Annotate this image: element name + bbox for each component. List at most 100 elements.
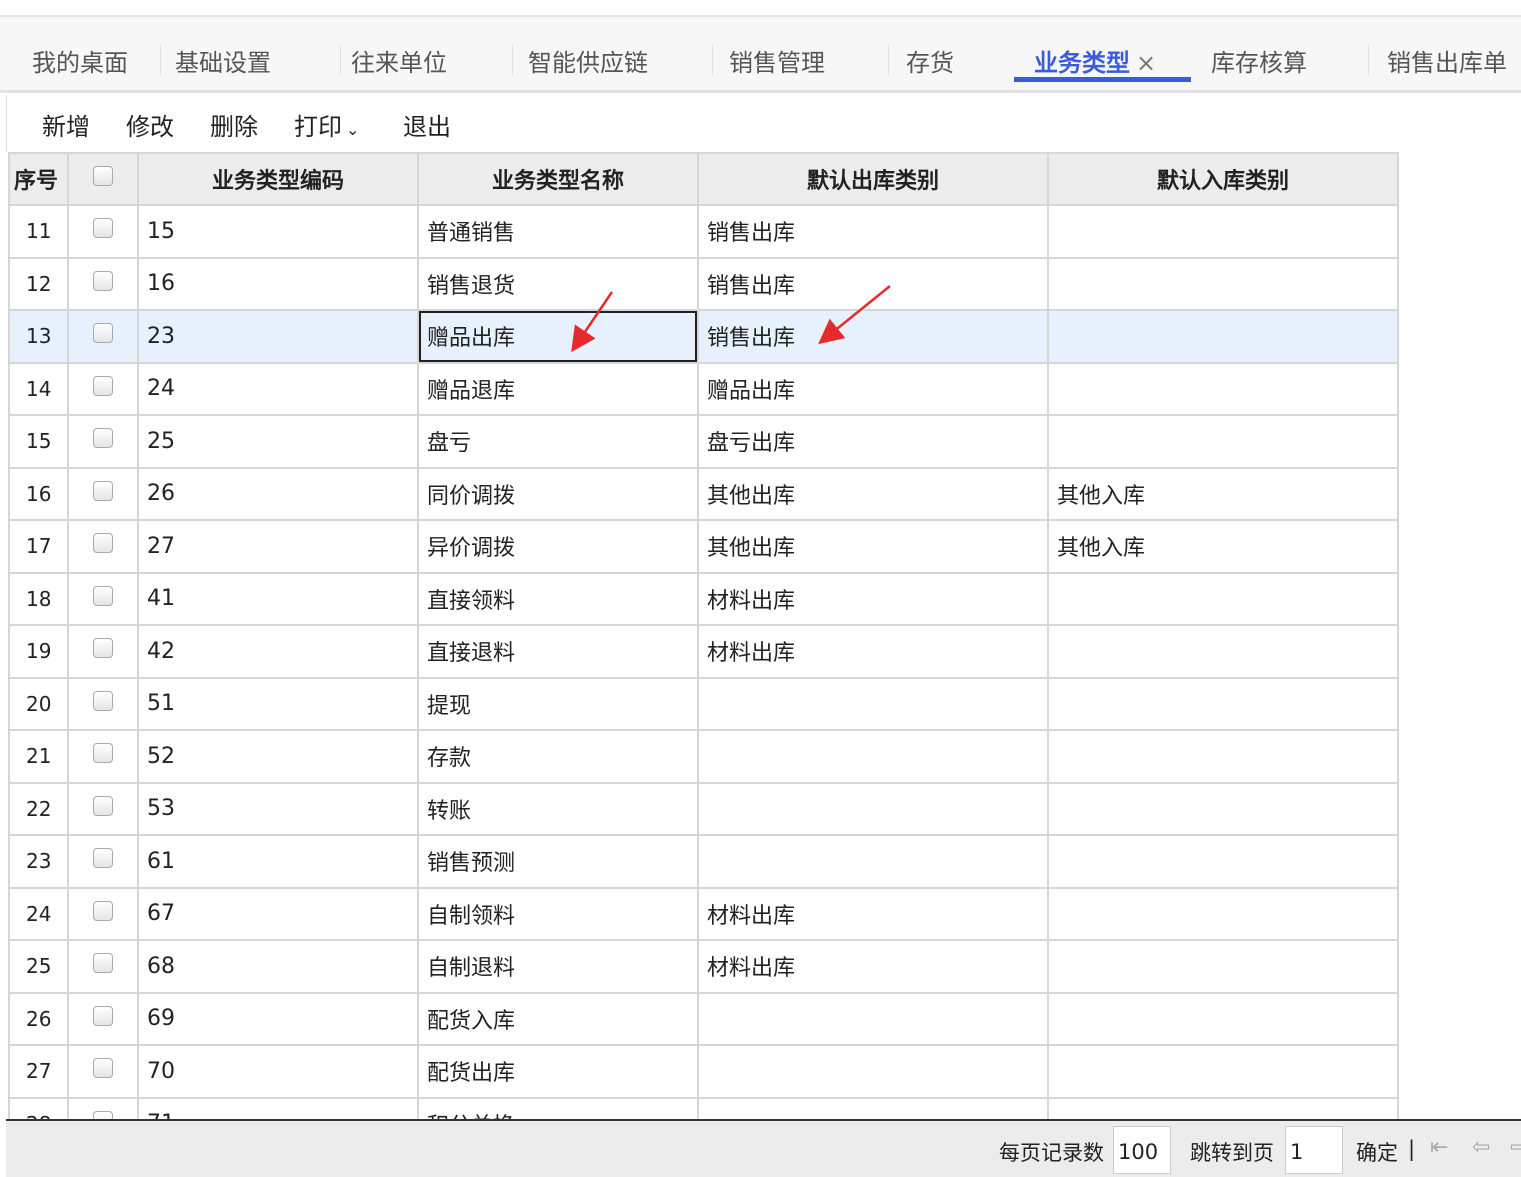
row-default-in[interactable]	[1047, 256, 1399, 311]
row-code[interactable]: 67	[137, 886, 419, 941]
table-row[interactable]: 24 67 自制领料 材料出库	[8, 886, 1399, 941]
row-code[interactable]: 24	[137, 361, 419, 416]
row-default-out[interactable]: 盘亏出库	[697, 414, 1049, 469]
row-default-out[interactable]: 销售出库	[697, 309, 1049, 364]
row-checkbox[interactable]	[67, 991, 139, 1046]
table-row[interactable]: 19 42 直接退料 材料出库	[8, 624, 1399, 679]
row-name[interactable]: 同价调拨	[417, 466, 699, 521]
table-row[interactable]: 18 41 直接领料 材料出库	[8, 571, 1399, 626]
column-name[interactable]: 业务类型名称	[417, 152, 699, 206]
row-code[interactable]: 53	[137, 781, 419, 836]
row-seq[interactable]: 21	[8, 729, 69, 784]
row-checkbox[interactable]	[67, 361, 139, 416]
row-checkbox[interactable]	[67, 729, 139, 784]
column-default-in[interactable]: 默认入库类别	[1047, 152, 1399, 206]
row-default-out[interactable]	[697, 781, 1049, 836]
row-name[interactable]: 存款	[417, 729, 699, 784]
edit-button[interactable]: 修改	[126, 113, 174, 141]
row-name[interactable]: 普通销售	[417, 204, 699, 259]
row-seq[interactable]: 24	[8, 886, 69, 941]
row-default-out[interactable]: 材料出库	[697, 571, 1049, 626]
row-default-in[interactable]: 其他入库	[1047, 519, 1399, 574]
row-checkbox[interactable]	[67, 939, 139, 994]
next-page-icon[interactable]: ⇨	[1510, 1135, 1521, 1160]
table-row[interactable]: 14 24 赠品退库 赠品出库	[8, 361, 1399, 416]
table-row[interactable]: 21 52 存款	[8, 729, 1399, 784]
row-checkbox[interactable]	[67, 834, 139, 889]
row-code[interactable]: 26	[137, 466, 419, 521]
row-name[interactable]: 赠品退库	[417, 361, 699, 416]
row-checkbox[interactable]	[67, 676, 139, 731]
table-row[interactable]: 22 53 转账	[8, 781, 1399, 836]
row-seq[interactable]: 14	[8, 361, 69, 416]
close-icon[interactable]: ×	[1136, 49, 1157, 77]
table-row[interactable]: 27 70 配货出库	[8, 1044, 1399, 1099]
row-name[interactable]: 转账	[417, 781, 699, 836]
row-code[interactable]: 27	[137, 519, 419, 574]
row-name[interactable]: 自制退料	[417, 939, 699, 994]
row-default-out[interactable]: 材料出库	[697, 886, 1049, 941]
table-row[interactable]: 13 23 赠品出库 销售出库	[8, 309, 1399, 364]
row-name[interactable]: 提现	[417, 676, 699, 731]
column-default-out[interactable]: 默认出库类别	[697, 152, 1049, 206]
add-button[interactable]: 新增	[42, 113, 90, 141]
table-row[interactable]: 26 69 配货入库	[8, 991, 1399, 1046]
row-default-in[interactable]: 其他入库	[1047, 466, 1399, 521]
row-checkbox[interactable]	[67, 624, 139, 679]
table-row[interactable]: 15 25 盘亏 盘亏出库	[8, 414, 1399, 469]
table-row[interactable]: 23 61 销售预测	[8, 834, 1399, 889]
row-checkbox[interactable]	[67, 1044, 139, 1099]
table-row[interactable]: 12 16 销售退货 销售出库	[8, 256, 1399, 311]
row-checkbox[interactable]	[67, 886, 139, 941]
row-seq[interactable]: 18	[8, 571, 69, 626]
row-seq[interactable]: 17	[8, 519, 69, 574]
tab-my-desktop[interactable]: 我的桌面	[32, 49, 128, 77]
row-default-out[interactable]: 材料出库	[697, 939, 1049, 994]
row-name[interactable]: 盘亏	[417, 414, 699, 469]
row-default-in[interactable]	[1047, 361, 1399, 416]
table-row[interactable]: 11 15 普通销售 销售出库	[8, 204, 1399, 259]
row-code[interactable]: 16	[137, 256, 419, 311]
tab-basic-settings[interactable]: 基础设置	[175, 49, 271, 77]
delete-button[interactable]: 删除	[210, 113, 258, 141]
row-default-in[interactable]	[1047, 834, 1399, 889]
row-checkbox[interactable]	[67, 414, 139, 469]
row-seq[interactable]: 16	[8, 466, 69, 521]
row-default-in[interactable]	[1047, 991, 1399, 1046]
row-code[interactable]: 61	[137, 834, 419, 889]
row-default-out[interactable]: 其他出库	[697, 466, 1049, 521]
row-default-out[interactable]: 其他出库	[697, 519, 1049, 574]
row-code[interactable]: 52	[137, 729, 419, 784]
row-seq[interactable]: 20	[8, 676, 69, 731]
table-row[interactable]: 16 26 同价调拨 其他出库 其他入库	[8, 466, 1399, 521]
row-default-out[interactable]: 销售出库	[697, 204, 1049, 259]
row-code[interactable]: 25	[137, 414, 419, 469]
row-code[interactable]: 68	[137, 939, 419, 994]
row-default-out[interactable]: 赠品出库	[697, 361, 1049, 416]
row-default-in[interactable]	[1047, 571, 1399, 626]
tab-supply-chain[interactable]: 智能供应链	[528, 49, 648, 77]
page-size-input[interactable]: 100	[1113, 1126, 1171, 1174]
row-seq[interactable]: 26	[8, 991, 69, 1046]
row-default-in[interactable]	[1047, 729, 1399, 784]
tab-inventory[interactable]: 存货	[906, 49, 954, 77]
first-page-icon[interactable]: ⇤	[1430, 1135, 1449, 1160]
row-default-in[interactable]	[1047, 414, 1399, 469]
column-code[interactable]: 业务类型编码	[137, 152, 419, 206]
row-name[interactable]: 配货入库	[417, 991, 699, 1046]
table-row[interactable]: 20 51 提现	[8, 676, 1399, 731]
row-default-out[interactable]	[697, 1044, 1049, 1099]
table-row[interactable]: 17 27 异价调拨 其他出库 其他入库	[8, 519, 1399, 574]
row-checkbox[interactable]	[67, 466, 139, 521]
row-seq[interactable]: 13	[8, 309, 69, 364]
row-default-in[interactable]	[1047, 309, 1399, 364]
row-default-in[interactable]	[1047, 781, 1399, 836]
row-default-in[interactable]	[1047, 204, 1399, 259]
row-checkbox[interactable]	[67, 781, 139, 836]
row-checkbox[interactable]	[67, 309, 139, 364]
row-code[interactable]: 41	[137, 571, 419, 626]
row-default-in[interactable]	[1047, 1044, 1399, 1099]
tab-business-type[interactable]: 业务类型 ×	[1034, 43, 1156, 78]
row-default-in[interactable]	[1047, 939, 1399, 994]
row-seq[interactable]: 12	[8, 256, 69, 311]
